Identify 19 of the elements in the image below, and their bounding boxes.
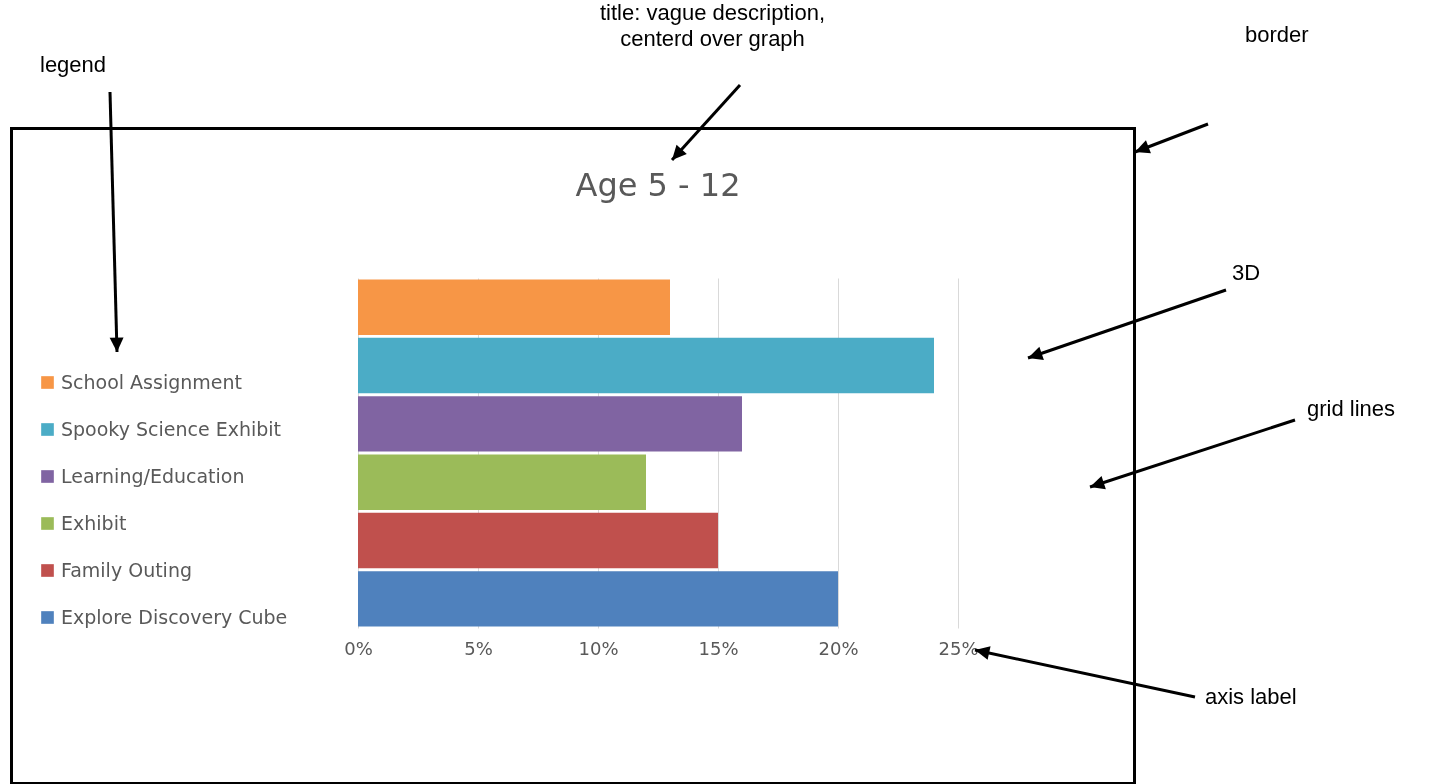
text: title: vague description, centerd over graph xyxy=(600,0,826,52)
text: legend xyxy=(40,52,107,78)
text: border xyxy=(1245,22,1309,48)
legend-label: Exhibit xyxy=(61,511,127,534)
legend-label: Spooky Science Exhibit xyxy=(61,417,282,440)
legend-label: Family Outing xyxy=(61,558,193,581)
chart-title: Age 5 - 12 xyxy=(575,166,741,204)
legend-label: Learning/Education xyxy=(61,464,245,487)
x-tick-label: 15% xyxy=(698,637,739,659)
x-tick-label: 10% xyxy=(578,637,619,659)
x-tick-label: 5% xyxy=(464,637,493,659)
legend-label: Explore Discovery Cube xyxy=(61,605,288,628)
text: 3D xyxy=(1232,260,1261,286)
x-tick-label: 25% xyxy=(938,637,979,659)
text: grid lines xyxy=(1307,396,1396,422)
text: axis label xyxy=(1205,684,1297,710)
x-tick-label: 0% xyxy=(344,637,373,659)
legend-label: School Assignment xyxy=(61,370,242,393)
x-tick-label: 20% xyxy=(818,637,859,659)
